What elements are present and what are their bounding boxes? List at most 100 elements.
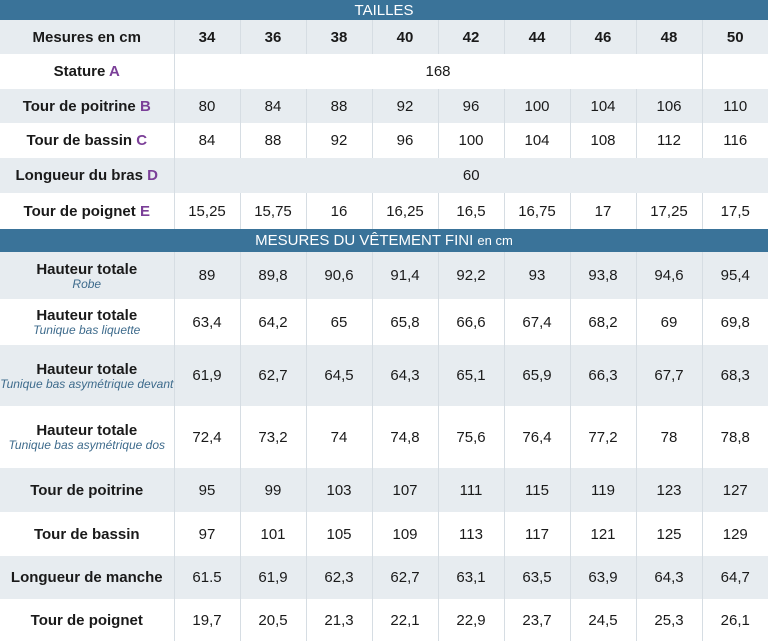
finished-label-text: Hauteur totale	[36, 360, 138, 378]
finished-value: 65,1	[438, 345, 505, 406]
finished-value: 61,9	[174, 345, 241, 406]
finished-value: 62,3	[306, 556, 373, 599]
finished-value: 103	[306, 468, 373, 512]
finished-value: 73,2	[240, 406, 307, 468]
finished-value: 89,8	[240, 252, 307, 299]
measure-label-text: Tour de bassin	[26, 132, 133, 149]
finished-value: 95	[174, 468, 241, 512]
finished-value: 111	[438, 468, 505, 512]
finished-unit: en cm	[477, 233, 513, 248]
measure-row: Tour de bassin C 84 88 92 96 100 104 108 112 116	[0, 123, 768, 158]
finished-label: Hauteur totale Tunique bas liquette	[0, 299, 175, 345]
finished-value: 66,6	[438, 299, 505, 345]
finished-value: 64,7	[702, 556, 768, 599]
finished-value: 69,8	[720, 313, 750, 331]
measure-value: 16,5	[438, 193, 505, 229]
measure-label: Tour de poignet E	[0, 193, 175, 229]
finished-label-text: Hauteur totale	[36, 422, 138, 439]
garment-variant: Robe	[72, 276, 102, 291]
measure-value: 16,25	[372, 193, 439, 229]
finished-value: 22,9	[438, 599, 505, 641]
finished-label: Hauteur totale Tunique bas asymétrique do…	[0, 406, 175, 468]
finished-row: Tour de bassin 97 101 105 109 113 117 121 125 129	[0, 512, 768, 556]
measure-value: 80	[174, 89, 241, 123]
size-header: 36	[240, 20, 307, 54]
measure-value: 15,75	[240, 193, 307, 229]
finished-value: 62,7	[240, 345, 307, 406]
finished-row: Tour de poitrine 95 99 103 107 111 115 119 123 12…	[0, 468, 768, 512]
size-header: 44	[504, 20, 571, 54]
measure-value: 84	[240, 89, 307, 123]
finished-value: 95,4	[702, 252, 768, 299]
finished-value: 129	[722, 525, 748, 543]
measure-value: 88	[306, 89, 373, 123]
finished-row: Tour de poignet 19,7 20,5 21,3 22,1 22,9 23,7 2…	[0, 599, 768, 641]
garment-variant: Tunique bas liquette	[33, 323, 141, 337]
measure-label: Stature A	[0, 54, 175, 89]
measure-value: 108	[570, 123, 637, 158]
measure-value: 16	[306, 193, 373, 229]
size-header: 48	[636, 20, 703, 54]
finished-value: 123	[636, 468, 703, 512]
finished-title: MESURES DU VÊTEMENT FINI en cm	[0, 229, 768, 252]
finished-value: 67,4	[504, 299, 571, 345]
measure-letter: E	[139, 202, 150, 220]
finished-label-text: Tour de poitrine	[30, 481, 144, 499]
size-header: 38	[306, 20, 373, 54]
measure-row: Longueur du bras D 60	[0, 158, 768, 193]
size-header-row: Mesures en cm 34 36 38 40 42 44 46 48 50	[0, 20, 768, 54]
finished-value: 115	[504, 468, 571, 512]
finished-label: Longueur de manche	[0, 556, 175, 599]
measure-value: 100	[438, 123, 505, 158]
finished-value: 94,6	[636, 252, 703, 299]
finished-value: 22,1	[372, 599, 439, 641]
finished-value: 64,3	[636, 556, 703, 599]
finished-value: 25,3	[636, 599, 703, 641]
size-header: 34	[174, 20, 241, 54]
finished-label-text: Longueur de manche	[10, 569, 163, 586]
finished-value: 93,8	[570, 252, 637, 299]
finished-value: 68,3	[702, 345, 768, 406]
finished-label: Tour de poitrine	[0, 468, 175, 512]
finished-value: 99	[240, 468, 307, 512]
finished-row: Hauteur totale Robe 89 89,8 90,6 91,4 92,2 93 93…	[0, 252, 768, 299]
finished-value: 78	[636, 406, 703, 468]
measure-value: 16,75	[504, 193, 571, 229]
finished-value: 67,7	[636, 345, 703, 406]
measure-label-text: Stature	[53, 63, 106, 80]
finished-value: 92,2	[438, 252, 505, 299]
garment-variant: Tunique bas asymétrique dos	[8, 438, 166, 452]
finished-value: 64,2	[240, 299, 307, 345]
measure-row: Tour de poignet E 15,25 15,75 16 16,25 16,5 16…	[0, 193, 768, 229]
finished-value: 74,8	[372, 406, 439, 468]
measure-value: 17	[570, 193, 637, 229]
finished-value: 62,7	[372, 556, 439, 599]
finished-value: 113	[438, 512, 505, 556]
finished-value: 69	[636, 299, 703, 345]
finished-value: 20,5	[240, 599, 307, 641]
finished-value: 26,1	[720, 611, 750, 629]
finished-label-text: Tour de bassin	[33, 525, 140, 543]
finished-value: 121	[570, 512, 637, 556]
finished-value: 23,7	[504, 599, 571, 641]
size-header: 46	[570, 20, 637, 54]
finished-title-text: MESURES DU VÊTEMENT FINI	[255, 232, 474, 249]
finished-row: Hauteur totale Tunique bas liquette 63,4 64…	[0, 299, 768, 345]
measure-value: 15,25	[174, 193, 241, 229]
finished-value: 89	[174, 252, 241, 299]
measure-value: 88	[240, 123, 307, 158]
measure-value: 116	[723, 132, 748, 149]
finished-value: 61,9	[240, 556, 307, 599]
measure-value: 17,25	[636, 193, 703, 229]
finished-value: 66,3	[570, 345, 637, 406]
finished-row: Hauteur totale Tunique bas asymétrique de…	[0, 345, 768, 406]
measure-value: 96	[372, 123, 439, 158]
finished-value: 74	[306, 406, 373, 468]
garment-variant: Tunique bas asymétrique devant	[0, 376, 174, 391]
measure-label-text: Tour de poitrine	[22, 97, 136, 115]
finished-value: 77,2	[570, 406, 637, 468]
finished-value: 61.5	[174, 556, 241, 599]
finished-value: 24,5	[570, 599, 637, 641]
measure-label-text: Tour de poignet	[23, 202, 136, 220]
finished-value: 125	[636, 512, 703, 556]
